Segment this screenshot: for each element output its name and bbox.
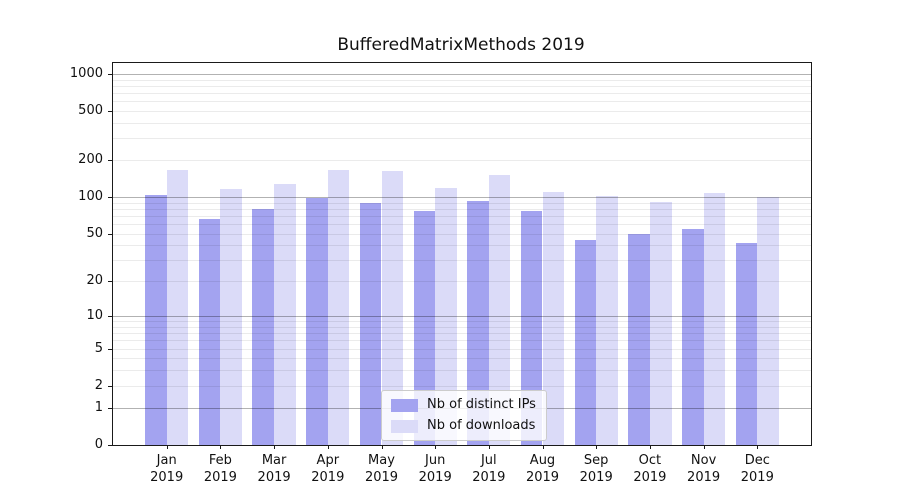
x-tick-label: Dec 2019 bbox=[740, 453, 774, 485]
y-tick-mark bbox=[108, 73, 112, 75]
x-tick-mark bbox=[435, 445, 437, 449]
bar-downloads-aug bbox=[542, 192, 565, 445]
y-gridline-minor bbox=[113, 85, 811, 87]
y-tick-label: 5 bbox=[94, 340, 103, 356]
y-gridline-minor bbox=[113, 79, 811, 81]
legend-item-distinct-ips: Nb of distinct IPs bbox=[391, 396, 536, 414]
y-gridline-minor bbox=[113, 111, 811, 112]
x-tick-label: Sep 2019 bbox=[579, 453, 613, 485]
legend-item-downloads: Nb of downloads bbox=[391, 417, 536, 435]
bar-downloads-mar bbox=[274, 184, 296, 445]
x-tick-mark bbox=[542, 445, 544, 449]
bar-distinct-ips-sep bbox=[574, 239, 597, 445]
y-tick-label: 1 bbox=[94, 399, 103, 415]
bar-distinct-ips-jul bbox=[467, 201, 489, 445]
bar-downloads-apr bbox=[327, 169, 350, 445]
x-tick-mark bbox=[220, 445, 222, 449]
x-tick-label: Feb 2019 bbox=[203, 453, 237, 485]
y-tick-mark bbox=[108, 407, 112, 409]
y-tick-label: 10 bbox=[86, 308, 103, 323]
legend: Nb of distinct IPs Nb of downloads bbox=[381, 390, 547, 441]
y-tick-mark bbox=[108, 160, 112, 161]
y-tick-mark bbox=[108, 197, 112, 198]
bar-downloads-nov bbox=[703, 193, 726, 445]
x-tick-label: Oct 2019 bbox=[633, 453, 667, 485]
bar-downloads-may bbox=[381, 170, 404, 445]
y-tick-label: 100 bbox=[78, 189, 103, 204]
x-tick-mark bbox=[327, 445, 329, 449]
y-tick-mark bbox=[108, 385, 112, 387]
y-tick-mark bbox=[108, 316, 112, 317]
bar-downloads-dec bbox=[757, 197, 779, 445]
bar-downloads-feb bbox=[220, 188, 243, 445]
y-tick-mark bbox=[108, 233, 112, 235]
bar-downloads-jan bbox=[166, 169, 189, 445]
y-tick-label: 0 bbox=[94, 436, 103, 452]
y-gridline-minor bbox=[113, 101, 811, 103]
x-tick-label: Jan 2019 bbox=[150, 453, 184, 485]
x-tick-mark bbox=[757, 445, 759, 449]
bar-downloads-jun bbox=[435, 188, 457, 445]
x-tick-label: Apr 2019 bbox=[311, 453, 345, 485]
bar-distinct-ips-oct bbox=[628, 233, 650, 445]
x-tick-mark bbox=[488, 445, 490, 449]
y-tick-label: 50 bbox=[86, 225, 103, 241]
x-tick-mark bbox=[166, 445, 168, 449]
x-tick-mark bbox=[649, 445, 651, 449]
y-tick-label: 2 bbox=[94, 377, 103, 393]
x-tick-label: Aug 2019 bbox=[525, 453, 560, 485]
y-tick-label: 500 bbox=[78, 103, 103, 118]
x-tick-label: Jun 2019 bbox=[418, 453, 452, 485]
plot-area: 0 1 2 5 10 20 50 100 200 500 1000 Jan 2019 Feb 2019 Mar… bbox=[70, 62, 812, 485]
bar-downloads-sep bbox=[596, 195, 618, 445]
bar-distinct-ips-may bbox=[359, 202, 382, 445]
x-tick-label: May 2019 bbox=[364, 453, 399, 485]
x-tick-label: Jul 2019 bbox=[472, 453, 506, 485]
y-tick-mark bbox=[108, 444, 112, 446]
bar-distinct-ips-jan bbox=[145, 194, 167, 445]
y-gridline-minor bbox=[113, 93, 811, 94]
y-gridline-major bbox=[113, 73, 811, 75]
y-tick-mark bbox=[108, 111, 112, 112]
legend-label-downloads: Nb of downloads bbox=[427, 418, 536, 433]
y-tick-label: 200 bbox=[78, 152, 103, 167]
y-tick-mark bbox=[108, 281, 112, 283]
x-tick-mark bbox=[703, 445, 705, 449]
y-tick-label: 20 bbox=[86, 273, 103, 289]
bar-distinct-ips-jun bbox=[413, 210, 436, 445]
y-gridline-minor bbox=[113, 138, 811, 140]
bar-distinct-ips-nov bbox=[681, 228, 704, 445]
legend-label-ips: Nb of distinct IPs bbox=[427, 397, 536, 412]
x-tick-label: Nov 2019 bbox=[687, 453, 721, 485]
bar-distinct-ips-feb bbox=[198, 218, 221, 445]
x-tick-mark bbox=[381, 445, 383, 449]
x-tick-mark bbox=[274, 445, 276, 449]
y-gridline-minor bbox=[113, 123, 811, 124]
bar-distinct-ips-mar bbox=[252, 209, 275, 445]
y-tick-mark bbox=[108, 348, 112, 350]
x-tick-mark bbox=[596, 445, 598, 449]
x-tick-label: Mar 2019 bbox=[257, 453, 291, 485]
bar-distinct-ips-dec bbox=[735, 243, 758, 445]
y-gridline-minor bbox=[113, 160, 811, 161]
chart-title: BufferedMatrixMethods 2019 bbox=[337, 35, 585, 55]
legend-swatch-ips bbox=[391, 398, 418, 412]
bar-distinct-ips-apr bbox=[306, 198, 328, 445]
legend-swatch-downloads bbox=[391, 419, 418, 433]
y-tick-label: 1000 bbox=[69, 65, 103, 81]
bar-downloads-oct bbox=[649, 201, 672, 445]
bar-downloads-jul bbox=[488, 175, 511, 445]
bar-distinct-ips-aug bbox=[520, 210, 543, 445]
